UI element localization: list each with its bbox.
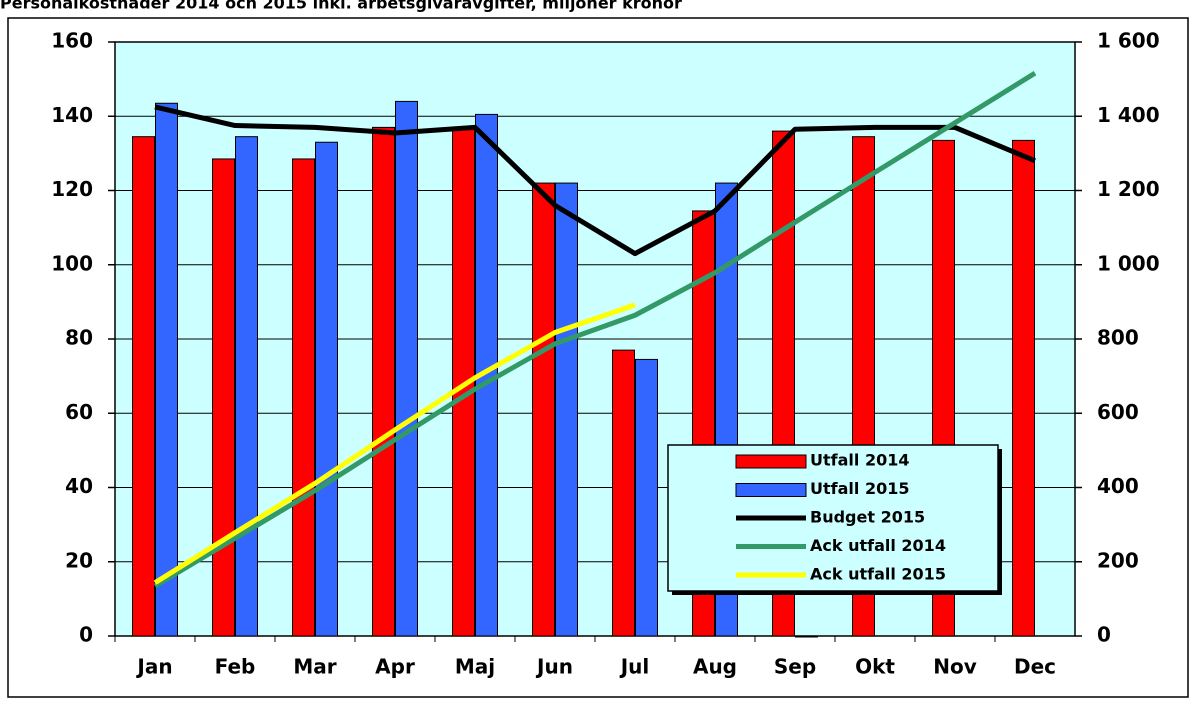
y-tick-label: 120	[51, 177, 93, 201]
legend-swatch	[735, 483, 807, 497]
y2-tick-label: 1 600	[1097, 29, 1160, 53]
legend-label: Utfall 2015	[810, 479, 909, 498]
x-tick-label: Jun	[535, 655, 573, 679]
x-tick-label: Apr	[375, 655, 415, 679]
y-tick-label: 0	[79, 623, 93, 647]
y-tick-label: 60	[65, 400, 93, 424]
bar	[132, 136, 155, 637]
y2-tick-label: 1 000	[1097, 251, 1160, 275]
line	[154, 104, 1036, 257]
y-tick-label: 20	[65, 548, 93, 572]
y-tick-label: 40	[65, 474, 93, 498]
bar	[235, 136, 258, 637]
legend-label: Ack utfall 2015	[810, 565, 946, 584]
y2-tick-label: 400	[1097, 474, 1139, 498]
bar	[155, 102, 178, 637]
legend-label: Utfall 2014	[810, 451, 909, 470]
y2-tick-label: 1 200	[1097, 177, 1160, 201]
y-tick-label: 140	[51, 103, 93, 127]
x-tick-label: Mar	[293, 655, 336, 679]
x-tick-label: Jul	[619, 655, 650, 679]
legend	[667, 444, 999, 592]
x-tick-label: Maj	[455, 655, 495, 679]
x-tick-label: Sep	[774, 655, 816, 679]
y2-tick-label: 0	[1097, 623, 1111, 647]
y-tick-label: 100	[51, 251, 93, 275]
bar	[372, 126, 395, 637]
x-tick-label: Dec	[1014, 655, 1056, 679]
bar	[635, 358, 658, 637]
x-tick-label: Feb	[215, 655, 256, 679]
bar	[395, 100, 418, 637]
line	[153, 302, 636, 585]
bar	[1012, 139, 1035, 637]
legend-label: Budget 2015	[810, 508, 925, 527]
x-tick-label: Nov	[933, 655, 977, 679]
chart-title: Personalkostnader 2014 och 2015 inkl. ar…	[0, 0, 682, 13]
bar	[612, 349, 635, 637]
x-tick-label: Jan	[135, 655, 172, 679]
bar	[292, 158, 315, 637]
legend-label: Ack utfall 2014	[810, 536, 946, 555]
y-tick-label: 80	[65, 326, 93, 350]
y2-tick-label: 200	[1097, 548, 1139, 572]
y2-tick-label: 600	[1097, 400, 1139, 424]
legend-swatch	[735, 454, 807, 469]
y2-tick-label: 1 400	[1097, 103, 1160, 127]
x-tick-label: Aug	[693, 655, 737, 679]
x-tick-label: Okt	[855, 655, 895, 679]
bar	[795, 635, 818, 638]
line	[153, 71, 1037, 589]
bar	[212, 158, 235, 637]
bar	[555, 182, 578, 637]
bar	[315, 141, 338, 637]
bar	[532, 182, 555, 637]
chart-border	[7, 17, 1189, 698]
y-tick-label: 160	[51, 29, 93, 53]
y2-tick-label: 800	[1097, 326, 1139, 350]
